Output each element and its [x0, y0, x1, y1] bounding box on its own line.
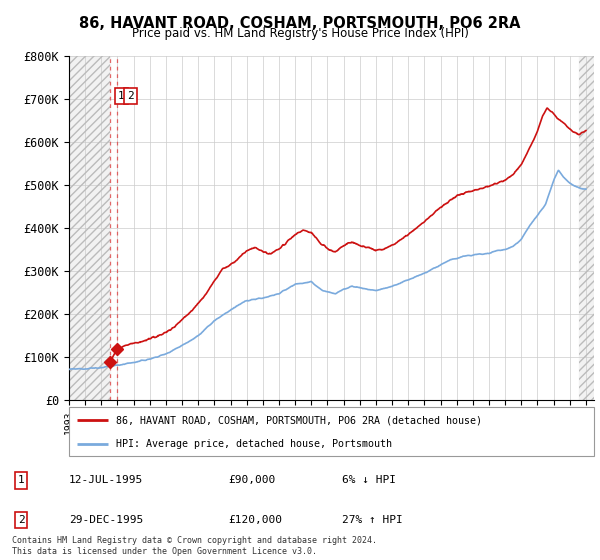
- Text: 12-JUL-1995: 12-JUL-1995: [69, 475, 143, 486]
- Text: HPI: Average price, detached house, Portsmouth: HPI: Average price, detached house, Port…: [116, 439, 392, 449]
- Text: Contains HM Land Registry data © Crown copyright and database right 2024.
This d: Contains HM Land Registry data © Crown c…: [12, 536, 377, 556]
- Text: 6% ↓ HPI: 6% ↓ HPI: [342, 475, 396, 486]
- Text: 2: 2: [17, 515, 25, 525]
- Bar: [69, 56, 110, 400]
- Text: 1: 1: [17, 475, 25, 486]
- Text: 27% ↑ HPI: 27% ↑ HPI: [342, 515, 403, 525]
- Text: 29-DEC-1995: 29-DEC-1995: [69, 515, 143, 525]
- Bar: [69, 56, 110, 400]
- Bar: [580, 56, 594, 400]
- Text: 86, HAVANT ROAD, COSHAM, PORTSMOUTH, PO6 2RA (detached house): 86, HAVANT ROAD, COSHAM, PORTSMOUTH, PO6…: [116, 416, 482, 426]
- Text: £120,000: £120,000: [228, 515, 282, 525]
- Text: 1: 1: [118, 91, 125, 101]
- Bar: [580, 56, 594, 400]
- Text: 2: 2: [127, 91, 134, 101]
- Text: £90,000: £90,000: [228, 475, 275, 486]
- Text: 86, HAVANT ROAD, COSHAM, PORTSMOUTH, PO6 2RA: 86, HAVANT ROAD, COSHAM, PORTSMOUTH, PO6…: [79, 16, 521, 31]
- Text: Price paid vs. HM Land Registry's House Price Index (HPI): Price paid vs. HM Land Registry's House …: [131, 27, 469, 40]
